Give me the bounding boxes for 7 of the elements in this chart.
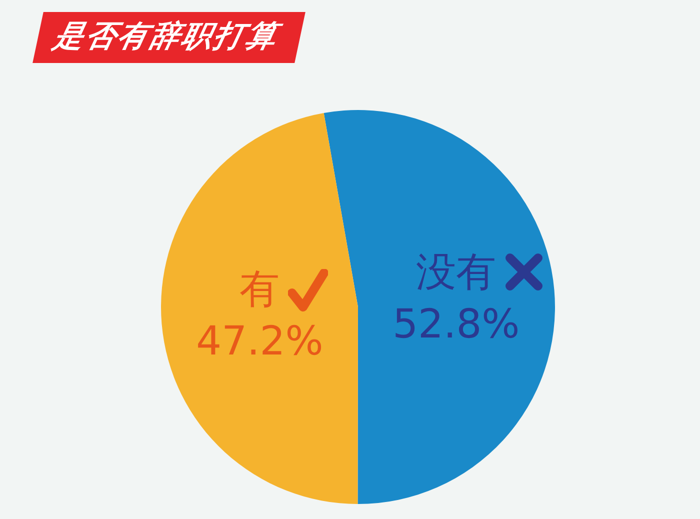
chart-title: 是否有辞职打算 xyxy=(32,12,306,63)
data-label: 52.8% xyxy=(392,301,520,348)
slice-label: 有 xyxy=(240,266,280,313)
data-label: 47.2% xyxy=(196,318,324,365)
pie-slice xyxy=(161,112,358,504)
slice-label: 没有 xyxy=(416,249,496,296)
pie-slice xyxy=(324,110,555,504)
